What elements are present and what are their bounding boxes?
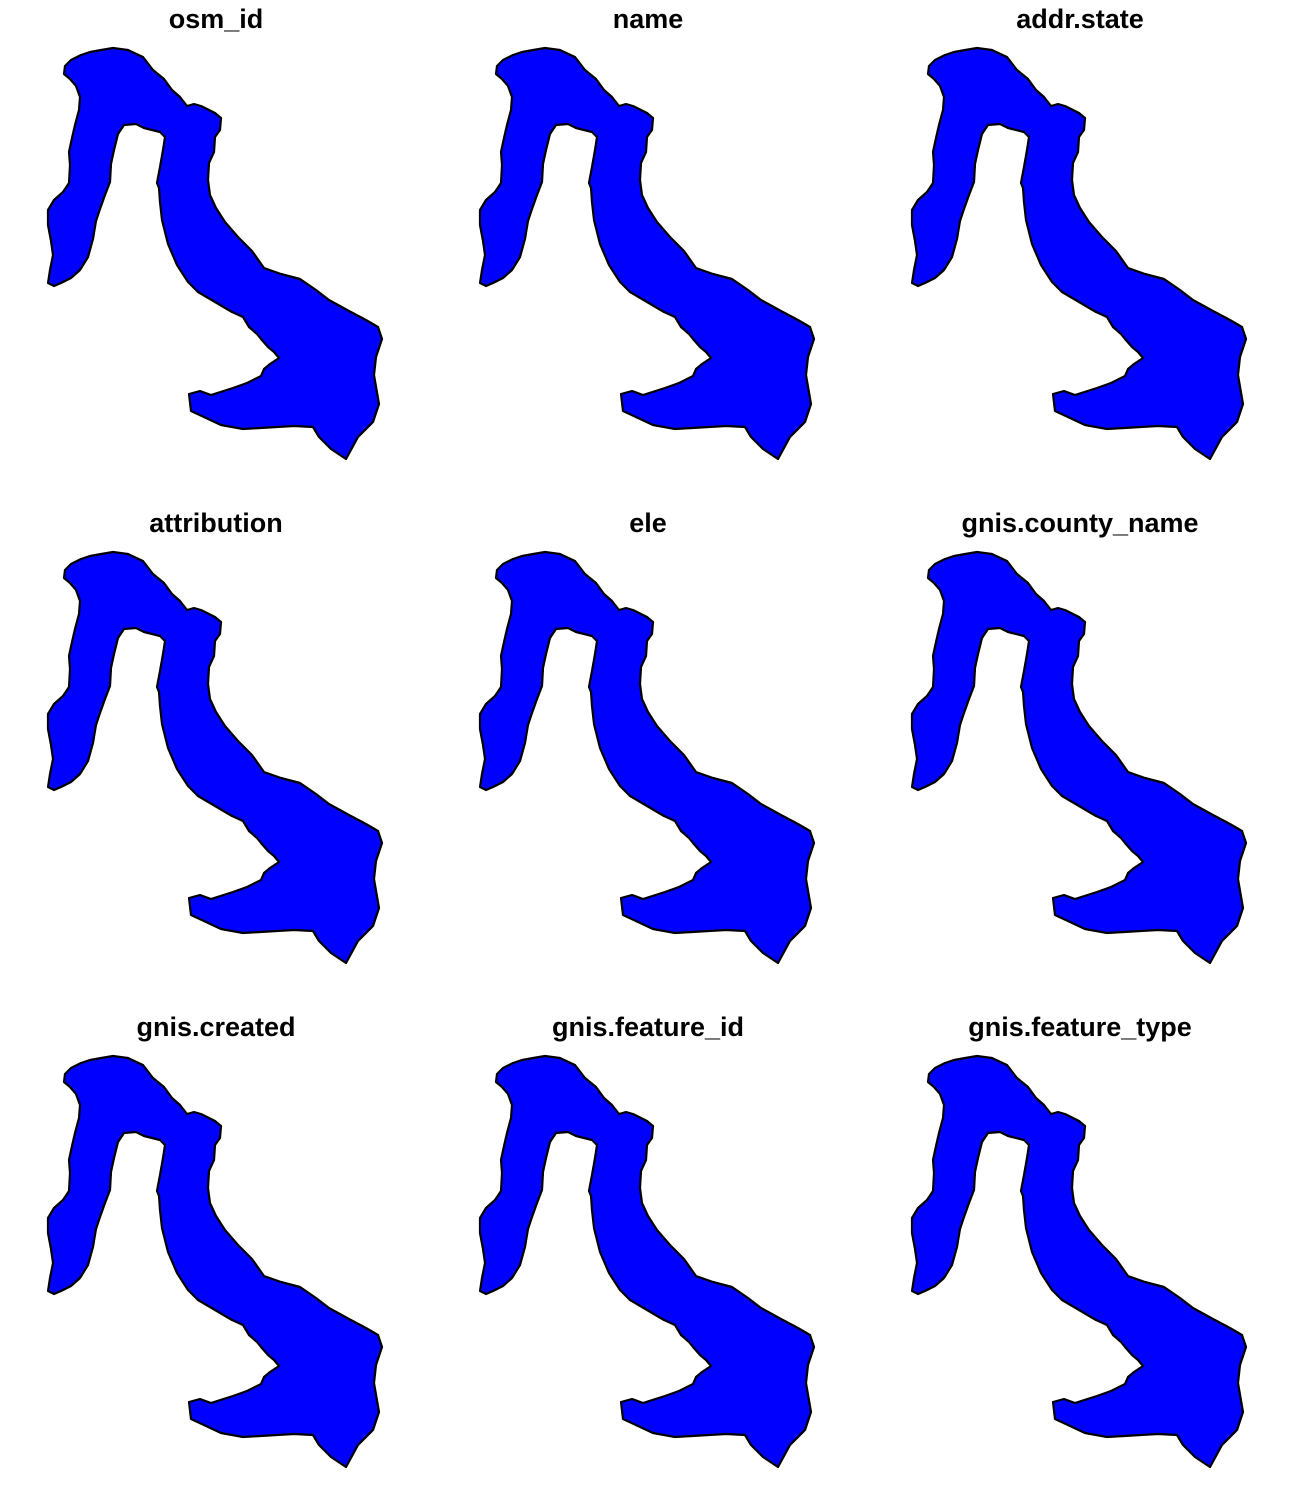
panel-title: name [612, 4, 684, 34]
panel-title: ele [629, 508, 667, 538]
panel-title: gnis.feature_id [551, 1012, 745, 1042]
lake-map [46, 550, 384, 965]
lake-polygon [46, 46, 384, 461]
map-panel-attribution: attribution [0, 504, 432, 1008]
lake-polygon [478, 1054, 816, 1469]
lake-map [478, 46, 816, 461]
lake-polygon [46, 1054, 384, 1469]
lake-map [478, 550, 816, 965]
lake-polygon [478, 550, 816, 965]
lake-map [910, 46, 1248, 461]
panel-title: gnis.county_name [961, 508, 1199, 538]
map-panel-gnis-created: gnis.created [0, 1008, 432, 1512]
lake-polygon [478, 46, 816, 461]
map-panel-osm-id: osm_id [0, 0, 432, 504]
map-panel-gnis-feature-id: gnis.feature_id [432, 1008, 864, 1512]
lake-polygon [910, 1054, 1248, 1469]
lake-map [910, 550, 1248, 965]
panel-title: osm_id [168, 4, 264, 34]
lake-map [478, 1054, 816, 1469]
map-panel-name: name [432, 0, 864, 504]
map-panel-gnis-feature-type: gnis.feature_type [864, 1008, 1296, 1512]
lake-polygon [910, 46, 1248, 461]
map-panel-gnis-county-name: gnis.county_name [864, 504, 1296, 1008]
lake-map [46, 1054, 384, 1469]
lake-map [910, 1054, 1248, 1469]
lake-map [46, 46, 384, 461]
lake-polygon [46, 550, 384, 965]
panel-title: addr.state [1016, 4, 1144, 34]
map-panel-ele: ele [432, 504, 864, 1008]
map-panel-addr-state: addr.state [864, 0, 1296, 504]
panel-title: gnis.feature_type [968, 1012, 1192, 1042]
lake-polygon [910, 550, 1248, 965]
panel-title: gnis.created [136, 1012, 296, 1042]
panel-title: attribution [149, 508, 283, 538]
